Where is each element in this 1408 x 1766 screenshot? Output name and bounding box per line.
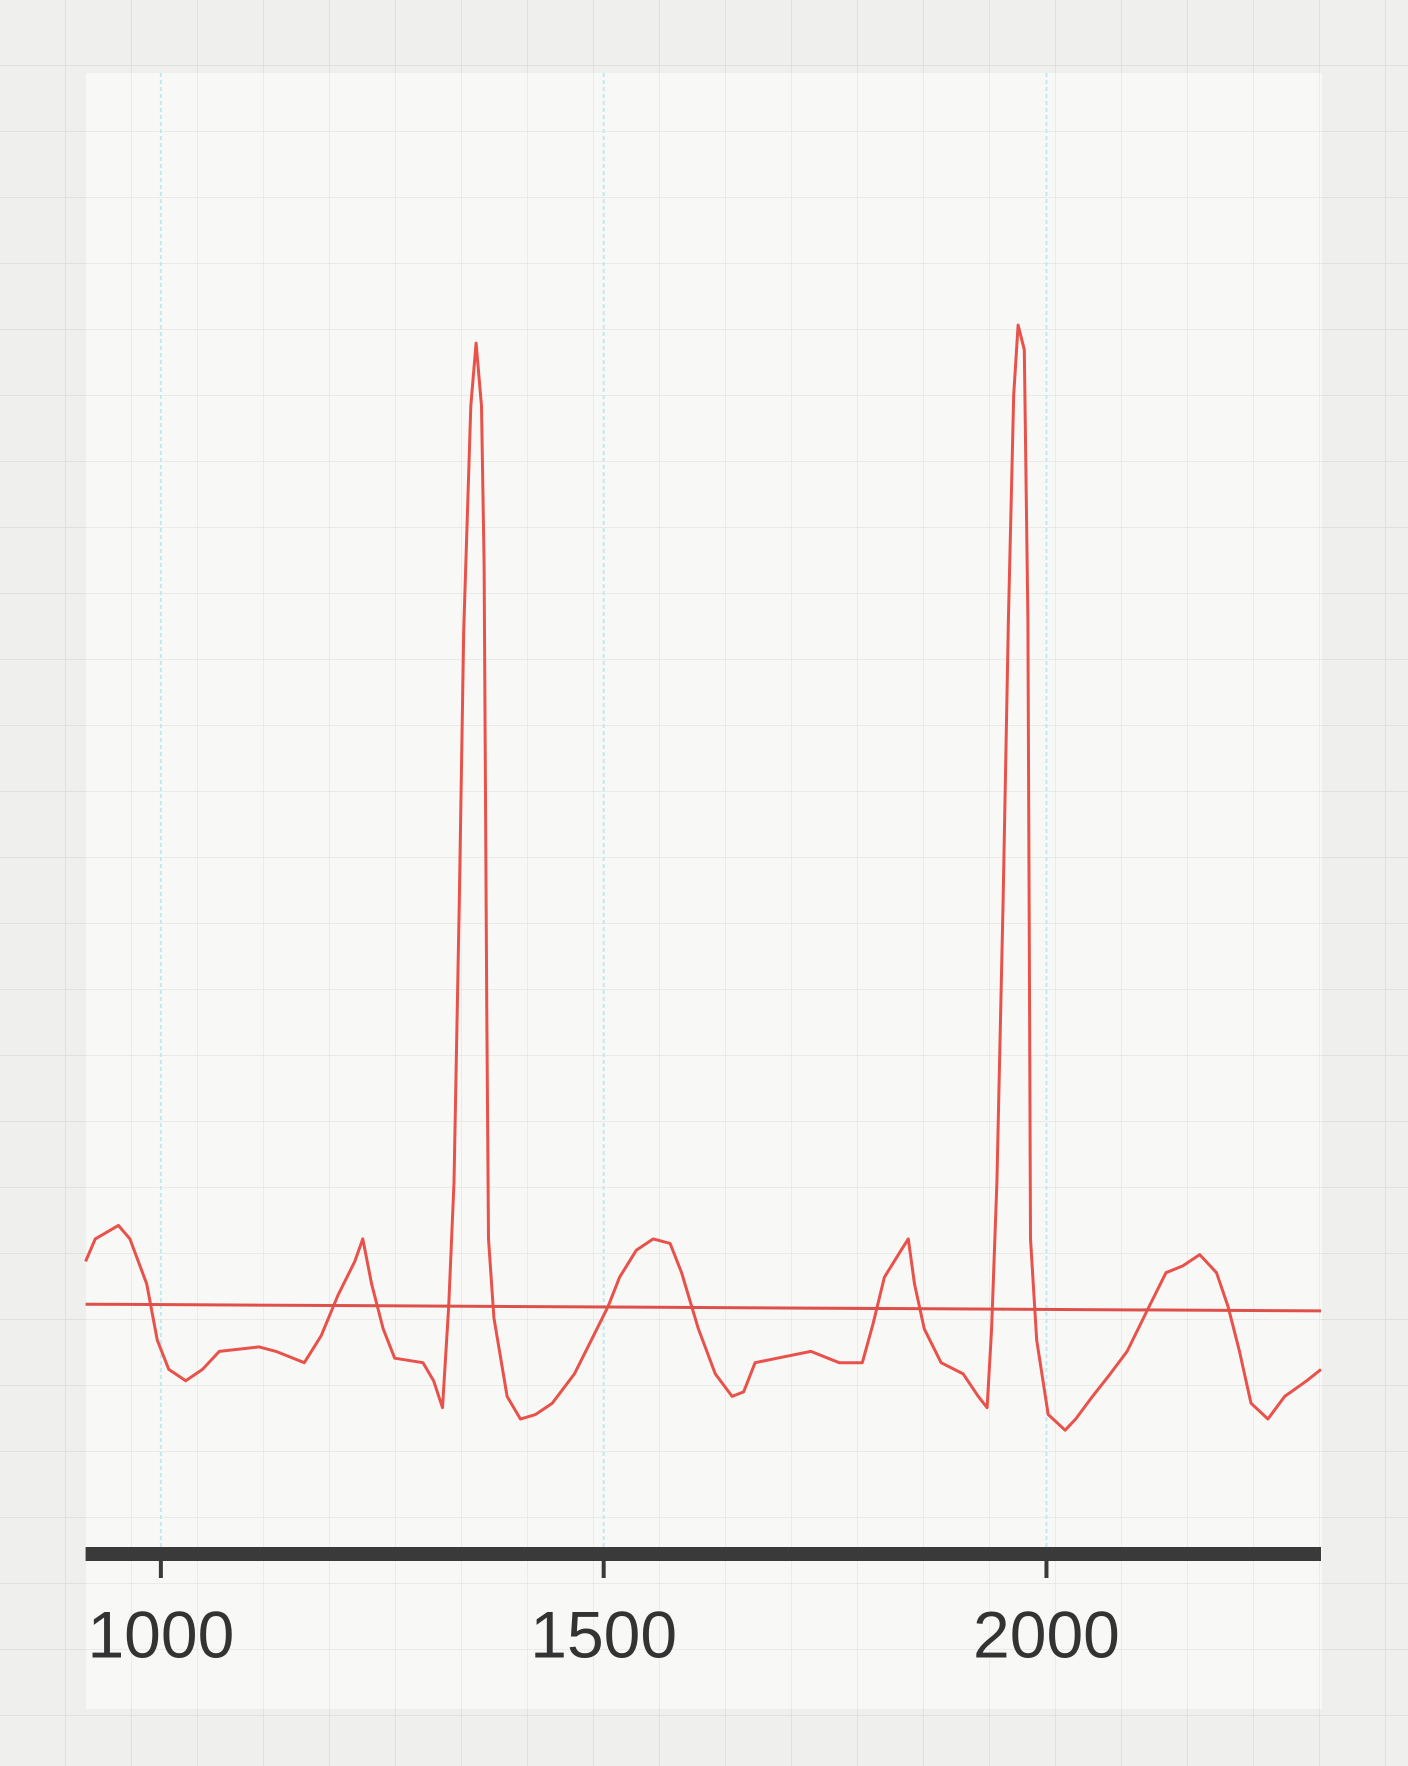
x-tick-label: 1500 <box>530 1597 677 1671</box>
x-tick-label: 1000 <box>87 1597 234 1671</box>
data-line <box>84 323 1322 1432</box>
x-tick-label: 2000 <box>973 1597 1120 1671</box>
x-axis-line <box>85 1547 1322 1561</box>
plot-panel <box>86 73 1322 1709</box>
data-line <box>85 1302 1322 1313</box>
